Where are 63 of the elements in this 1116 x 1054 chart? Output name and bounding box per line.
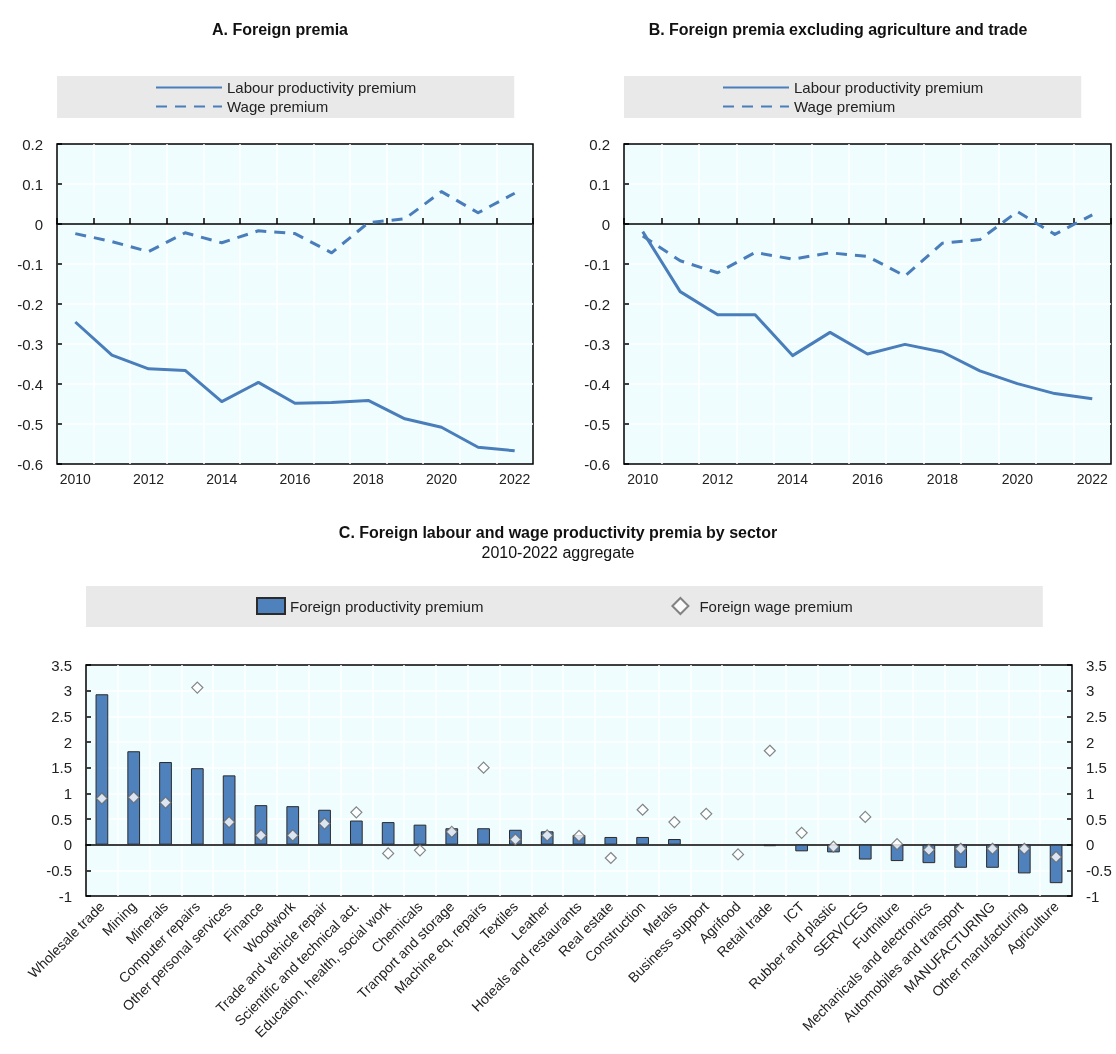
- x-tick-label: 2010: [59, 471, 92, 487]
- y2-tick-label: 1: [1086, 784, 1095, 802]
- y2-tick-label: 2: [1086, 733, 1095, 751]
- y-tick-label: -0.4: [584, 375, 610, 393]
- y-tick-label: 3: [63, 682, 72, 700]
- x-tick-label: 2018: [352, 471, 385, 487]
- y-tick-label: 0: [34, 215, 43, 233]
- x-tick-label: 2016: [851, 471, 884, 487]
- y2-tick-label: 0: [1086, 836, 1095, 854]
- chart-title: A. Foreign premia: [211, 20, 349, 38]
- y2-tick-label: 3: [1086, 682, 1095, 700]
- x-tick-label: ICT: [780, 898, 808, 926]
- legend-label: Foreign productivity premium: [290, 597, 484, 615]
- y-tick-label: 0.2: [22, 135, 43, 153]
- x-tick-label: 2014: [777, 471, 809, 487]
- chart-subtitle: 2010-2022 aggregate: [481, 543, 635, 561]
- x-tick-label: 2014: [206, 471, 238, 487]
- y-tick-label: -0.5: [584, 415, 610, 433]
- x-tick-label: 2020: [425, 471, 458, 487]
- x-tick-label: 2018: [926, 471, 959, 487]
- y-tick-label: -0.6: [584, 455, 610, 473]
- y-tick-label: -0.5: [46, 861, 72, 879]
- y-tick-label: -0.1: [17, 255, 43, 273]
- x-tick-label: 2022: [1076, 471, 1109, 487]
- chart-title: B. Foreign premia excluding agriculture and trade: [648, 20, 1028, 38]
- y-tick-label: -0.3: [584, 335, 610, 353]
- y-tick-label: 0: [63, 836, 72, 854]
- x-tick-label: 2012: [702, 471, 734, 487]
- y-tick-label: 0.1: [589, 175, 610, 193]
- x-tick-label: 2010: [627, 471, 659, 487]
- y-tick-label: 0.5: [51, 810, 72, 828]
- y-tick-label: -0.2: [584, 295, 610, 313]
- chart-title: C. Foreign labour and wage productivity premia by sector: [338, 523, 778, 541]
- y-tick-label: 1: [63, 784, 72, 802]
- y-tick-label: -0.6: [17, 455, 43, 473]
- x-tick-label: 2020: [1001, 471, 1034, 487]
- legend-label: Labour productivity premium: [794, 79, 984, 96]
- y-tick-label: -0.1: [584, 255, 610, 273]
- y-tick-label: 0: [601, 215, 610, 233]
- y2-tick-label: 1.5: [1086, 759, 1107, 777]
- y2-tick-label: -0.5: [1086, 861, 1112, 879]
- x-tick-label: 2016: [279, 471, 311, 487]
- legend-label: Wage premium: [227, 98, 329, 115]
- y2-tick-label: 3.5: [1086, 656, 1107, 674]
- y-tick-label: 1.5: [51, 759, 72, 777]
- y-tick-label: -0.2: [17, 295, 43, 313]
- x-tick-label: 2022: [499, 471, 531, 487]
- y-tick-label: -1: [58, 887, 72, 905]
- y-tick-label: 2: [63, 733, 72, 751]
- y2-tick-label: 2.5: [1086, 707, 1107, 725]
- y-tick-label: -0.5: [17, 415, 43, 433]
- y-tick-label: -0.3: [17, 335, 43, 353]
- y2-tick-label: 0.5: [1086, 810, 1107, 828]
- y-tick-label: 0.2: [589, 135, 610, 153]
- legend-label: Foreign wage premium: [699, 597, 853, 615]
- y-tick-label: -0.4: [17, 375, 43, 393]
- y-tick-label: 2.5: [51, 707, 72, 725]
- legend-label: Wage premium: [794, 98, 896, 115]
- y2-tick-label: -1: [1086, 887, 1100, 905]
- legend-label: Labour productivity premium: [227, 79, 417, 96]
- y-tick-label: 3.5: [51, 656, 72, 674]
- y-tick-label: 0.1: [22, 175, 43, 193]
- x-tick-label: 2012: [132, 471, 165, 487]
